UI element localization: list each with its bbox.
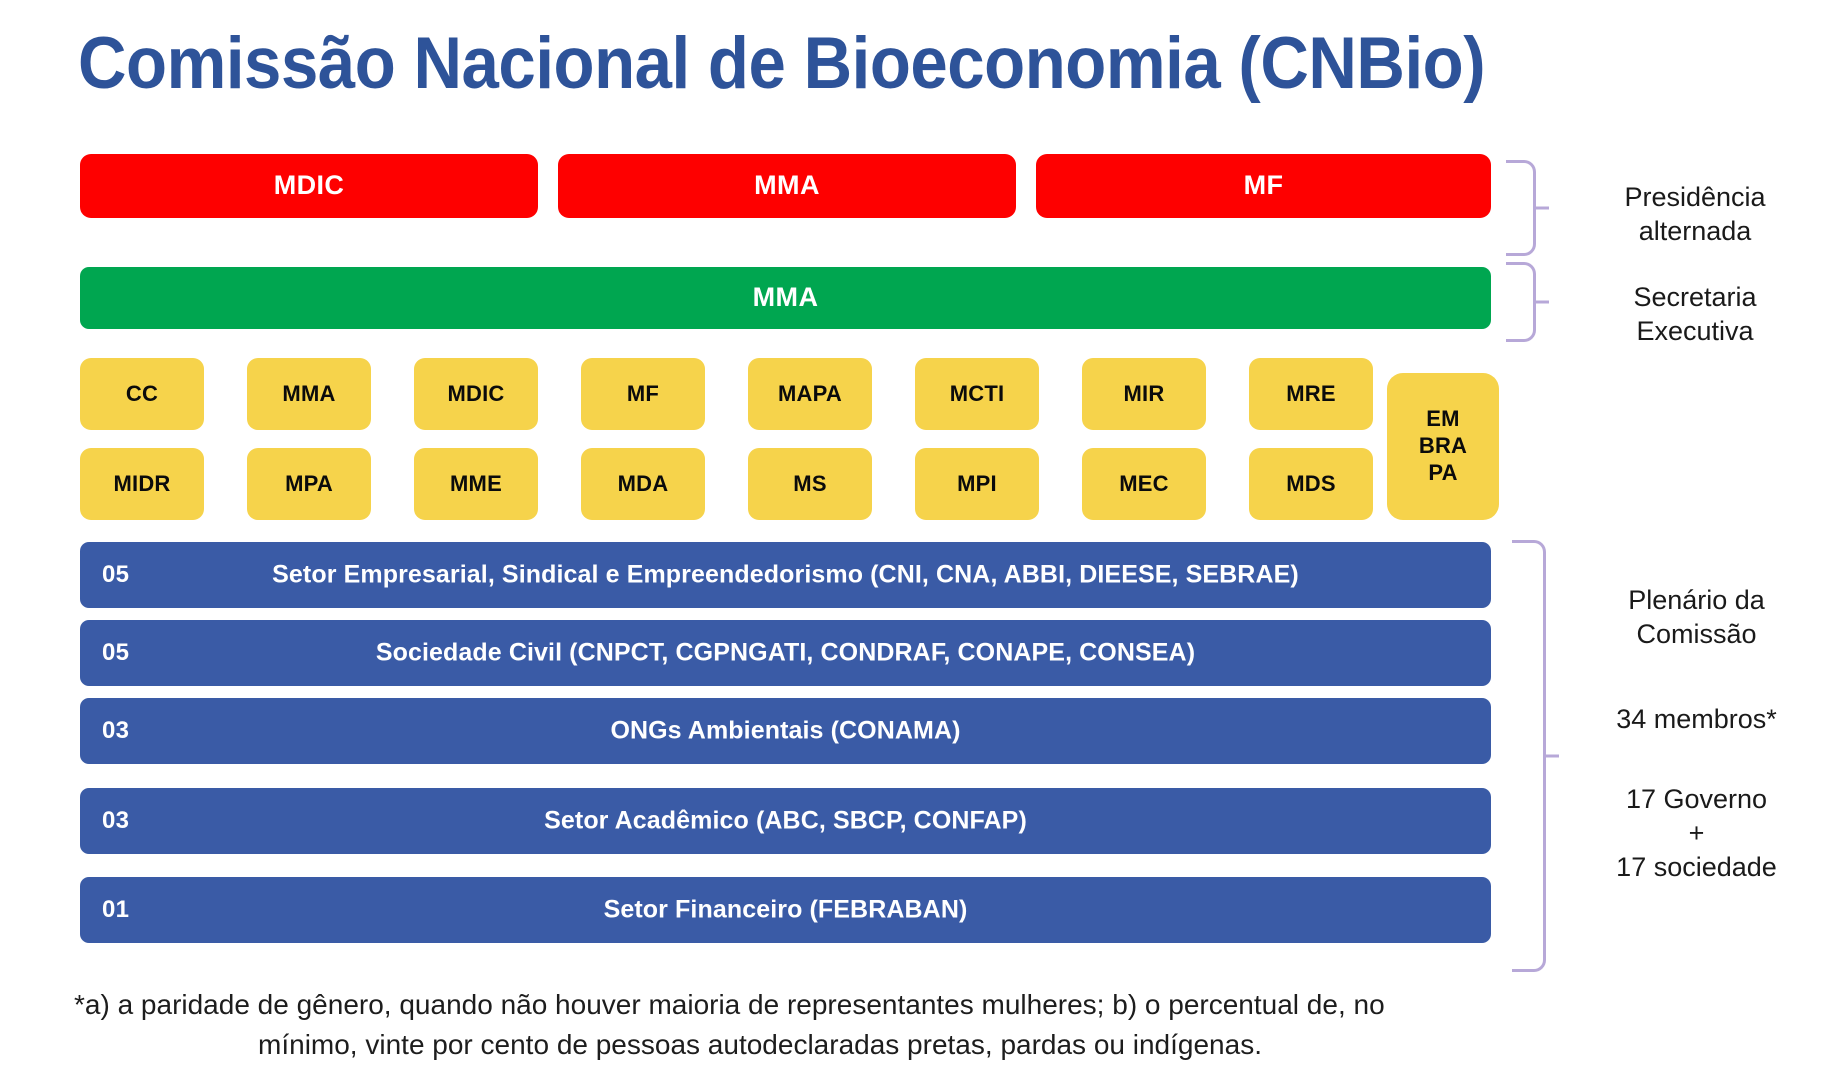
ministry-label: MIR: [1123, 381, 1165, 407]
ministry-box-mdic: MDIC: [414, 358, 538, 430]
footnote-line2: mínimo, vinte por cento de pessoas autod…: [258, 1028, 1262, 1060]
ministry-label: CC: [125, 381, 159, 407]
ministry-label: MME: [450, 471, 502, 497]
ministry-label: MPA: [285, 471, 333, 497]
secretariat-annotation-line2: Executiva: [1636, 316, 1754, 347]
plenary-annotation-line5: +: [1688, 818, 1705, 849]
plenary-annotation: Plenário da Comissão: [1570, 583, 1823, 651]
bracket-presidency: [1506, 160, 1536, 256]
plenary-members-count: 34 membros*: [1570, 702, 1823, 736]
ministry-box-mpa: MPA: [247, 448, 371, 520]
ministry-box-mme: MME: [414, 448, 538, 520]
plenary-row-setor-empresarial: 05 Setor Empresarial, Sindical e Empreen…: [80, 542, 1491, 608]
plenary-annotation-line3: 34 membros*: [1616, 704, 1777, 734]
ministry-label: MS: [793, 471, 827, 497]
plenary-row-label: Setor Acadêmico (ABC, SBCP, CONFAP): [544, 806, 1027, 835]
ministry-label: MDIC: [447, 381, 505, 407]
presidency-box-label: MF: [1243, 170, 1284, 201]
plenary-row-setor-financeiro: 01 Setor Financeiro (FEBRABAN): [80, 877, 1491, 943]
ministry-box-mir: MIR: [1082, 358, 1206, 430]
ministry-label: MF: [626, 381, 660, 407]
presidency-annotation-line2: alternada: [1638, 216, 1752, 247]
plenary-composition: 17 Governo + 17 sociedade: [1570, 782, 1823, 884]
plenary-row-count: 05: [102, 561, 130, 588]
plenary-annotation-line4: 17 Governo: [1625, 784, 1768, 814]
bracket-plenary: [1512, 540, 1546, 972]
ministry-label: MRE: [1286, 381, 1336, 407]
plenary-annotation-line1: Plenário da: [1628, 585, 1765, 615]
embrapa-label-line3: PA: [1428, 459, 1458, 485]
presidency-box-mma: MMA: [558, 154, 1016, 218]
plenary-row-count: 03: [102, 717, 130, 744]
plenary-row-label: Sociedade Civil (CNPCT, CGPNGATI, CONDRA…: [375, 638, 1196, 667]
plenary-row-count: 01: [102, 896, 130, 923]
bracket-secretariat: [1506, 262, 1536, 342]
ministry-label: MIDR: [113, 471, 171, 497]
ministry-box-mapa: MAPA: [748, 358, 872, 430]
ministry-label: MDA: [617, 471, 669, 497]
ministry-box-mre: MRE: [1249, 358, 1373, 430]
ministry-box-mds: MDS: [1249, 448, 1373, 520]
presidency-box-label: MMA: [754, 170, 820, 201]
page-title: Comissão Nacional de Bioeconomia (CNBio): [78, 23, 1486, 104]
ministry-box-mf: MF: [581, 358, 705, 430]
presidency-annotation: Presidência alternada: [1570, 180, 1820, 248]
plenary-annotation-line2: Comissão: [1636, 619, 1757, 650]
plenary-row-count: 03: [102, 807, 130, 834]
ministry-box-mcti: MCTI: [915, 358, 1039, 430]
ministry-label: MAPA: [778, 381, 842, 407]
plenary-annotation-line6: 17 sociedade: [1616, 852, 1777, 883]
ministry-box-midr: MIDR: [80, 448, 204, 520]
ministry-label: MEC: [1119, 471, 1169, 497]
ministry-label: MMA: [282, 381, 336, 407]
ministry-label: MDS: [1286, 471, 1336, 497]
embrapa-label-line1: EM: [1426, 406, 1460, 432]
footnote: *a) a paridade de gênero, quando não hou…: [60, 985, 1460, 1065]
presidency-box-mdic: MDIC: [80, 154, 538, 218]
plenary-row-ongs-ambientais: 03 ONGs Ambientais (CONAMA): [80, 698, 1491, 764]
plenary-row-sociedade-civil: 05 Sociedade Civil (CNPCT, CGPNGATI, CON…: [80, 620, 1491, 686]
ministry-box-cc: CC: [80, 358, 204, 430]
plenary-row-count: 05: [102, 639, 130, 666]
presidency-annotation-line1: Presidência: [1624, 182, 1766, 212]
ministry-label: MCTI: [949, 381, 1005, 407]
plenary-row-label: Setor Financeiro (FEBRABAN): [603, 895, 968, 924]
secretariat-box-mma: MMA: [80, 267, 1491, 329]
ministry-box-mma: MMA: [247, 358, 371, 430]
ministry-box-ms: MS: [748, 448, 872, 520]
plenary-row-label: ONGs Ambientais (CONAMA): [610, 716, 961, 745]
secretariat-annotation: Secretaria Executiva: [1570, 280, 1820, 348]
presidency-box-label: MDIC: [273, 170, 345, 201]
ministry-box-mda: MDA: [581, 448, 705, 520]
ministry-box-mec: MEC: [1082, 448, 1206, 520]
ministry-box-mpi: MPI: [915, 448, 1039, 520]
plenary-row-setor-academico: 03 Setor Acadêmico (ABC, SBCP, CONFAP): [80, 788, 1491, 854]
secretariat-annotation-line1: Secretaria: [1633, 282, 1757, 312]
footnote-line1: *a) a paridade de gênero, quando não hou…: [74, 989, 1385, 1020]
presidency-box-mf: MF: [1036, 154, 1491, 218]
embrapa-label-line2: BRA: [1418, 433, 1468, 459]
ministry-label: MPI: [957, 471, 997, 497]
plenary-row-label: Setor Empresarial, Sindical e Empreended…: [272, 560, 1299, 589]
secretariat-box-label: MMA: [752, 282, 819, 313]
ministry-box-embrapa: EM BRA PA: [1387, 373, 1499, 520]
